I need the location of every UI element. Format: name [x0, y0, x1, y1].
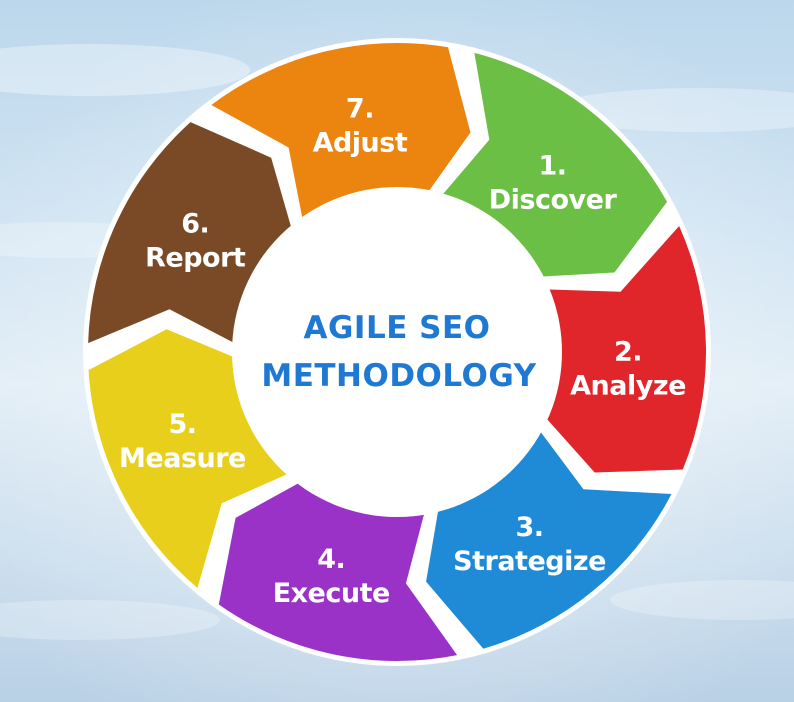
step-number-measure: 5. — [168, 409, 196, 440]
center-title-line-1: AGILE SEO — [303, 310, 490, 346]
step-number-analyze: 2. — [614, 337, 642, 368]
segment-adjust — [211, 43, 471, 229]
step-label-analyze: Analyze — [570, 371, 686, 402]
center-circle — [232, 187, 562, 517]
step-label-measure: Measure — [119, 443, 246, 474]
step-label-execute: Execute — [273, 578, 390, 609]
cycle-labels: 1.Discover 2.Analyze 3.Strategize 4.Execute… — [119, 93, 686, 608]
step-number-report: 6. — [181, 209, 209, 240]
step-label-report: Report — [145, 243, 246, 274]
segment-execute — [218, 477, 458, 661]
segment-report — [88, 122, 295, 348]
step-number-discover: 1. — [539, 151, 567, 182]
step-number-execute: 4. — [317, 544, 345, 575]
center-title-line-2: METHODOLOGY — [261, 358, 536, 394]
step-label-discover: Discover — [489, 185, 618, 216]
step-number-adjust: 7. — [346, 93, 374, 124]
step-number-strategize: 3. — [516, 512, 544, 543]
step-label-strategize: Strategize — [453, 546, 606, 577]
step-label-adjust: Adjust — [313, 127, 408, 158]
segment-analyze — [537, 225, 706, 473]
